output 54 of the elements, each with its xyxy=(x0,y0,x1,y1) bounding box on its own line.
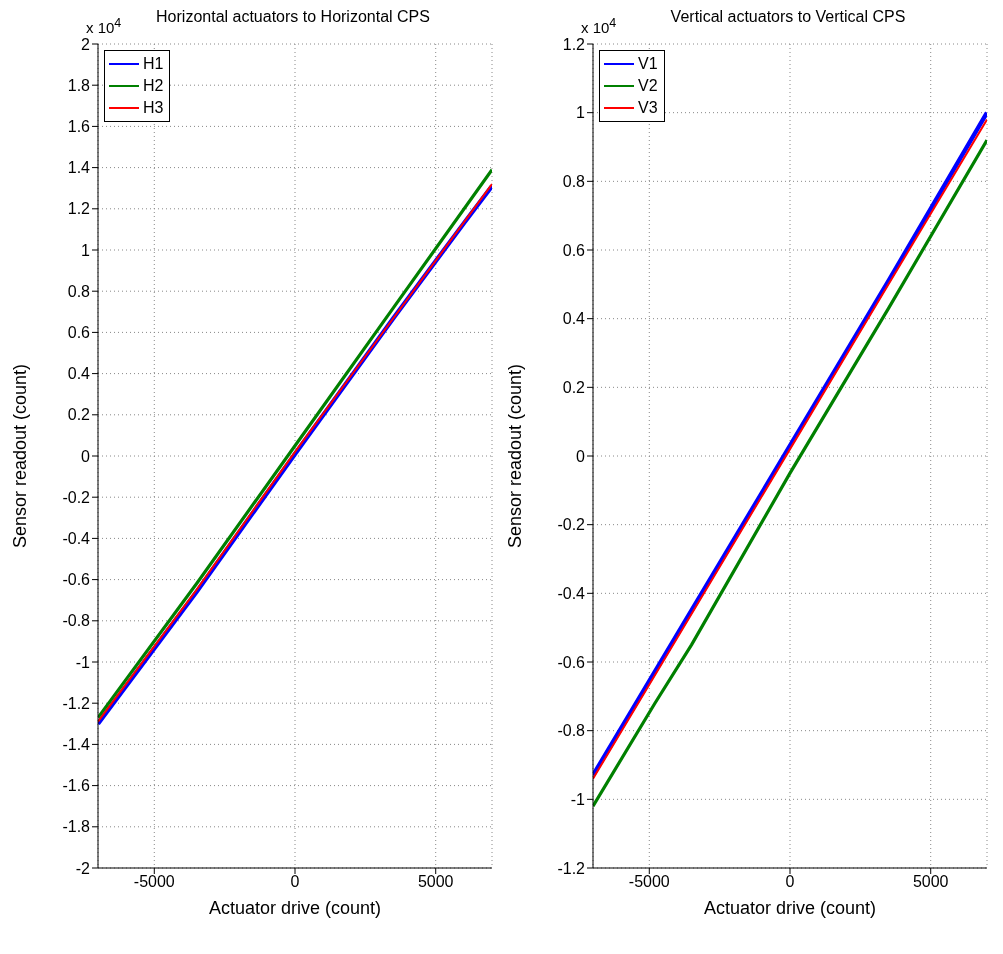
legend-label: H2 xyxy=(143,76,164,96)
y-tick-label: 0.2 xyxy=(67,406,91,424)
y-tick-label: -2 xyxy=(75,859,91,877)
y-tick-label: -0.2 xyxy=(62,488,91,506)
y-tick-label: -1.2 xyxy=(557,859,586,877)
chart-title: Horizontal actuators to Horizontal CPS xyxy=(156,8,430,25)
x-tick-label: 0 xyxy=(785,873,795,891)
y-tick-label: 0.8 xyxy=(562,173,586,191)
y-tick-label: 0.4 xyxy=(67,365,91,383)
x-tick-label: 0 xyxy=(290,873,300,891)
y-tick-label: 0 xyxy=(576,447,586,465)
legend-label: H3 xyxy=(143,98,164,118)
y-tick-label: 0.2 xyxy=(562,379,586,397)
y-tick-label: 1.2 xyxy=(67,200,91,218)
chart-title: Vertical actuators to Vertical CPS xyxy=(670,8,906,25)
y-tick-label: 0 xyxy=(81,447,91,465)
x-tick-label: 5000 xyxy=(417,873,454,891)
y-tick-label: 0.6 xyxy=(67,324,91,342)
y-tick-label: 1.2 xyxy=(562,35,586,53)
x-tick-label: -5000 xyxy=(628,873,670,891)
y-tick-label: 0.4 xyxy=(562,310,586,328)
y-tick-label: 1.8 xyxy=(67,76,91,94)
x-tick-label: -5000 xyxy=(133,873,175,891)
y-tick-label: 0.6 xyxy=(562,241,586,259)
y-tick-label: 0.8 xyxy=(67,282,91,300)
legend-label: V2 xyxy=(638,76,658,96)
y-tick-label: -1.6 xyxy=(62,777,91,795)
y-tick-label: 1 xyxy=(576,104,586,122)
y-tick-label: -0.2 xyxy=(557,516,586,534)
x-axis-title: Actuator drive (count) xyxy=(703,898,877,918)
y-tick-label: -0.4 xyxy=(62,530,91,548)
y-tick-label: -0.6 xyxy=(62,571,91,589)
text: x 10$^{4}$ xyxy=(581,16,617,36)
y-axis-title: Sensor readout (count) xyxy=(505,363,526,549)
y-tick-label: -1 xyxy=(570,791,586,809)
y-tick-label: -1.8 xyxy=(62,818,91,836)
legend-label: H1 xyxy=(143,54,164,74)
y-axis-title: Sensor readout (count) xyxy=(10,363,31,549)
y-tick-label: -0.8 xyxy=(62,612,91,630)
y-tick-label: -0.4 xyxy=(557,585,586,603)
y-tick-label: 1.4 xyxy=(67,159,91,177)
y-tick-label: -0.6 xyxy=(557,653,586,671)
y-tick-label: 2 xyxy=(81,35,91,53)
legend-label: V3 xyxy=(638,98,658,118)
y-tick-label: -1 xyxy=(75,653,91,671)
y-tick-label: 1 xyxy=(81,241,91,259)
x-tick-label: 5000 xyxy=(912,873,949,891)
text: x 10$^{4}$ xyxy=(86,16,122,36)
y-tick-label: 1.6 xyxy=(67,118,91,136)
y-tick-label: -0.8 xyxy=(557,722,586,740)
y-tick-label: -1.2 xyxy=(62,694,91,712)
legend-label: V1 xyxy=(638,54,658,74)
y-tick-label: -1.4 xyxy=(62,736,91,754)
x-axis-title: Actuator drive (count) xyxy=(208,898,382,918)
